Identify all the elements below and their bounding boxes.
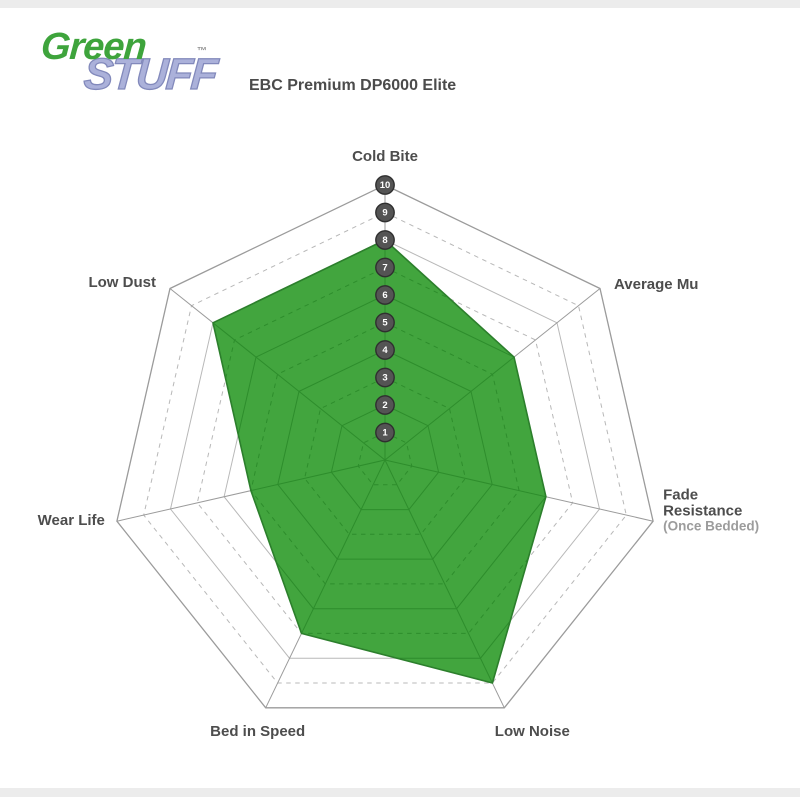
trademark-symbol: ™: [197, 46, 207, 57]
scale-marker-number: 2: [382, 400, 387, 411]
axis-label-text: Average Mu: [614, 275, 699, 293]
scale-marker-number: 6: [382, 290, 387, 301]
axis-label-text: Low Noise: [494, 722, 570, 740]
scale-marker-circle: [375, 257, 395, 278]
scale-marker-circle: [375, 312, 395, 333]
scale-marker-number: 4: [382, 345, 388, 356]
bottom-edge-bar: [0, 788, 800, 797]
chart-title: EBC Premium DP6000 Elite: [249, 77, 457, 94]
radar-ring: [116, 184, 654, 709]
scale-marker-circle: [375, 285, 395, 305]
scale-marker-circle: [375, 230, 395, 250]
greenstuff-logo: Stuff Green ™: [0, 0, 240, 130]
axis-label-bed-in-speed: Bed in Speed: [210, 722, 306, 740]
radar-ring: [143, 211, 627, 684]
radar-data-outline: [212, 239, 547, 684]
scale-marker-number: 3: [382, 373, 387, 384]
top-edge-bar: [0, 0, 800, 8]
axis-label-text: Bed in Speed: [210, 722, 306, 740]
axis-label-wear-life: Wear Life: [38, 513, 105, 529]
axis-label-low-dust: Low Dust: [88, 273, 156, 291]
scale-marker-number: 8: [382, 235, 387, 246]
scale-marker-circle: [375, 175, 395, 195]
scale-marker-circle: [375, 340, 395, 360]
scale-marker-circle: [375, 395, 395, 415]
scale-marker-number: 10: [380, 180, 391, 191]
axis-label-cold-bite: Cold Bite: [352, 147, 418, 165]
axis-label-low-noise: Low Noise: [494, 722, 570, 740]
axis-label-text: Low Dust: [88, 273, 156, 291]
axis-label-text: Cold Bite: [352, 147, 418, 165]
axis-label-fade-resistance: Fade Resistance (Once Bedded): [663, 486, 760, 535]
scale-marker-circle: [375, 367, 395, 388]
axis-label-average-mu: Average Mu: [614, 275, 699, 293]
radar-ring: [169, 239, 601, 659]
scale-marker-number: 1: [382, 428, 388, 439]
scale-marker-circle: [375, 422, 395, 443]
axis-sublabel-text: (Once Bedded): [663, 519, 760, 535]
scale-marker-number: 9: [382, 208, 387, 219]
scale-marker-circle: [375, 202, 395, 223]
axis-label-text: Fade Resistance: [663, 486, 743, 520]
scale-marker-number: 7: [382, 263, 387, 274]
axis-label-text: Wear Life: [37, 512, 105, 530]
scale-marker-number: 5: [382, 318, 388, 329]
radar-scale-markers: 1 2 3 4 5 6 7 8 9 10: [375, 175, 395, 443]
